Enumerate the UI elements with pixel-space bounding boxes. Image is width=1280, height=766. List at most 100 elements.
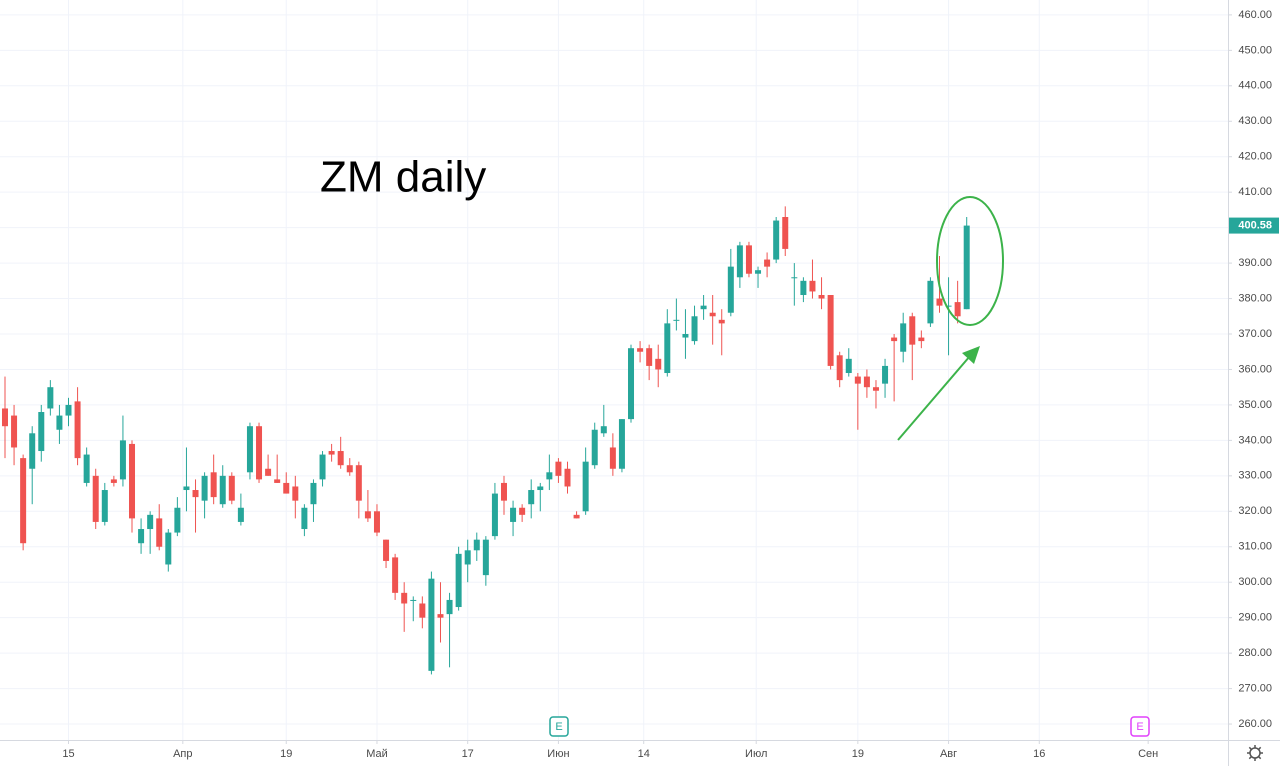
candle-body <box>827 295 834 366</box>
grid-layer <box>0 0 1228 740</box>
y-tick-label: 410.00 <box>1238 186 1272 198</box>
candle-body <box>165 532 172 565</box>
candle-body <box>256 426 263 480</box>
event-marker[interactable]: E <box>1130 716 1150 737</box>
candle-body <box>854 376 861 384</box>
y-tick-label: 270.00 <box>1238 682 1272 694</box>
candle-body <box>800 280 807 296</box>
candle-body <box>401 592 408 604</box>
candle-body <box>428 578 435 671</box>
y-tick-label: 420.00 <box>1238 151 1272 163</box>
candle-body <box>609 447 616 469</box>
candle-body <box>292 486 299 501</box>
candle-body <box>29 433 36 469</box>
event-label[interactable]: E <box>555 721 562 733</box>
candle-body <box>764 259 771 267</box>
candle-body <box>573 514 580 519</box>
candle-body <box>709 312 716 317</box>
candle-body <box>773 220 780 260</box>
candle-body <box>591 429 598 466</box>
candle-body <box>546 472 553 480</box>
candle-body <box>628 348 635 420</box>
x-tick-label: 19 <box>280 748 292 760</box>
candle-body <box>383 539 390 561</box>
candle-body <box>882 365 889 384</box>
y-tick-label: 370.00 <box>1238 328 1272 340</box>
candle-body <box>500 482 507 501</box>
candles <box>1 206 970 675</box>
x-tick-label: 16 <box>1033 748 1045 760</box>
last-price-label: 400.58 <box>1238 219 1272 231</box>
arrow-shaft <box>897 355 971 441</box>
candle-body <box>655 358 662 370</box>
candle-body <box>328 451 335 455</box>
candle-body <box>355 465 362 501</box>
event-label[interactable]: E <box>1136 721 1143 733</box>
y-tick-label: 450.00 <box>1238 44 1272 56</box>
candle-body <box>373 511 380 533</box>
candle-body <box>364 511 371 519</box>
candle-body <box>219 475 226 505</box>
candle-body <box>845 358 852 374</box>
candle-body <box>600 426 607 434</box>
x-tick-label: 19 <box>852 748 864 760</box>
candle-body <box>909 316 916 345</box>
candle-body <box>419 603 426 618</box>
candle-body <box>691 316 698 342</box>
candle-body <box>437 614 444 618</box>
x-tick-label: Апр <box>173 748 192 760</box>
candle-body <box>510 507 517 522</box>
candle-body <box>274 479 281 483</box>
candle-body <box>718 319 725 324</box>
candle-body <box>392 557 399 593</box>
candle-body <box>110 479 117 483</box>
candle-body <box>74 401 81 459</box>
candle-body <box>129 443 136 519</box>
candle-body <box>482 539 489 576</box>
candle-body <box>265 468 272 476</box>
candle-body <box>954 302 961 317</box>
last-price-box <box>1229 217 1279 234</box>
candle-body <box>83 454 90 483</box>
event-marker[interactable]: E <box>549 716 569 737</box>
candle-body <box>446 599 453 615</box>
candle-body <box>210 472 217 498</box>
candle-body <box>927 280 934 324</box>
candle-body <box>818 295 825 299</box>
candle-body <box>809 280 816 292</box>
candle-body <box>836 355 843 381</box>
y-tick-label: 460.00 <box>1238 9 1272 21</box>
candle-body <box>582 461 589 512</box>
y-tick-label: 340.00 <box>1238 434 1272 446</box>
candle-body <box>891 337 898 342</box>
y-tick-label: 260.00 <box>1238 718 1272 730</box>
candle-body <box>618 419 625 469</box>
candle-body <box>700 305 707 310</box>
y-tick-label: 300.00 <box>1238 576 1272 588</box>
candle-body <box>519 507 526 515</box>
y-tick-label: 430.00 <box>1238 115 1272 127</box>
candle-body <box>646 348 653 366</box>
candle-body <box>464 550 471 565</box>
candle-body <box>192 490 199 498</box>
candle-body <box>564 468 571 487</box>
candle-body <box>319 454 326 480</box>
candle-body <box>56 415 63 430</box>
y-tick-label: 280.00 <box>1238 647 1272 659</box>
candle-body <box>555 461 562 476</box>
arrow-head <box>962 346 980 364</box>
candle-body <box>183 486 190 491</box>
candle-body <box>537 486 544 491</box>
candle-body <box>936 298 943 306</box>
candle-body <box>337 451 344 466</box>
candle-body <box>283 482 290 494</box>
candle-body <box>637 348 644 352</box>
candle-body <box>727 266 734 313</box>
candle-body <box>156 518 163 547</box>
candle-body <box>945 305 952 307</box>
candle-body <box>863 376 870 388</box>
candle-body <box>65 404 72 416</box>
candle-body <box>346 465 353 473</box>
settings-icon[interactable] <box>1247 745 1263 761</box>
candle-body <box>147 514 154 530</box>
